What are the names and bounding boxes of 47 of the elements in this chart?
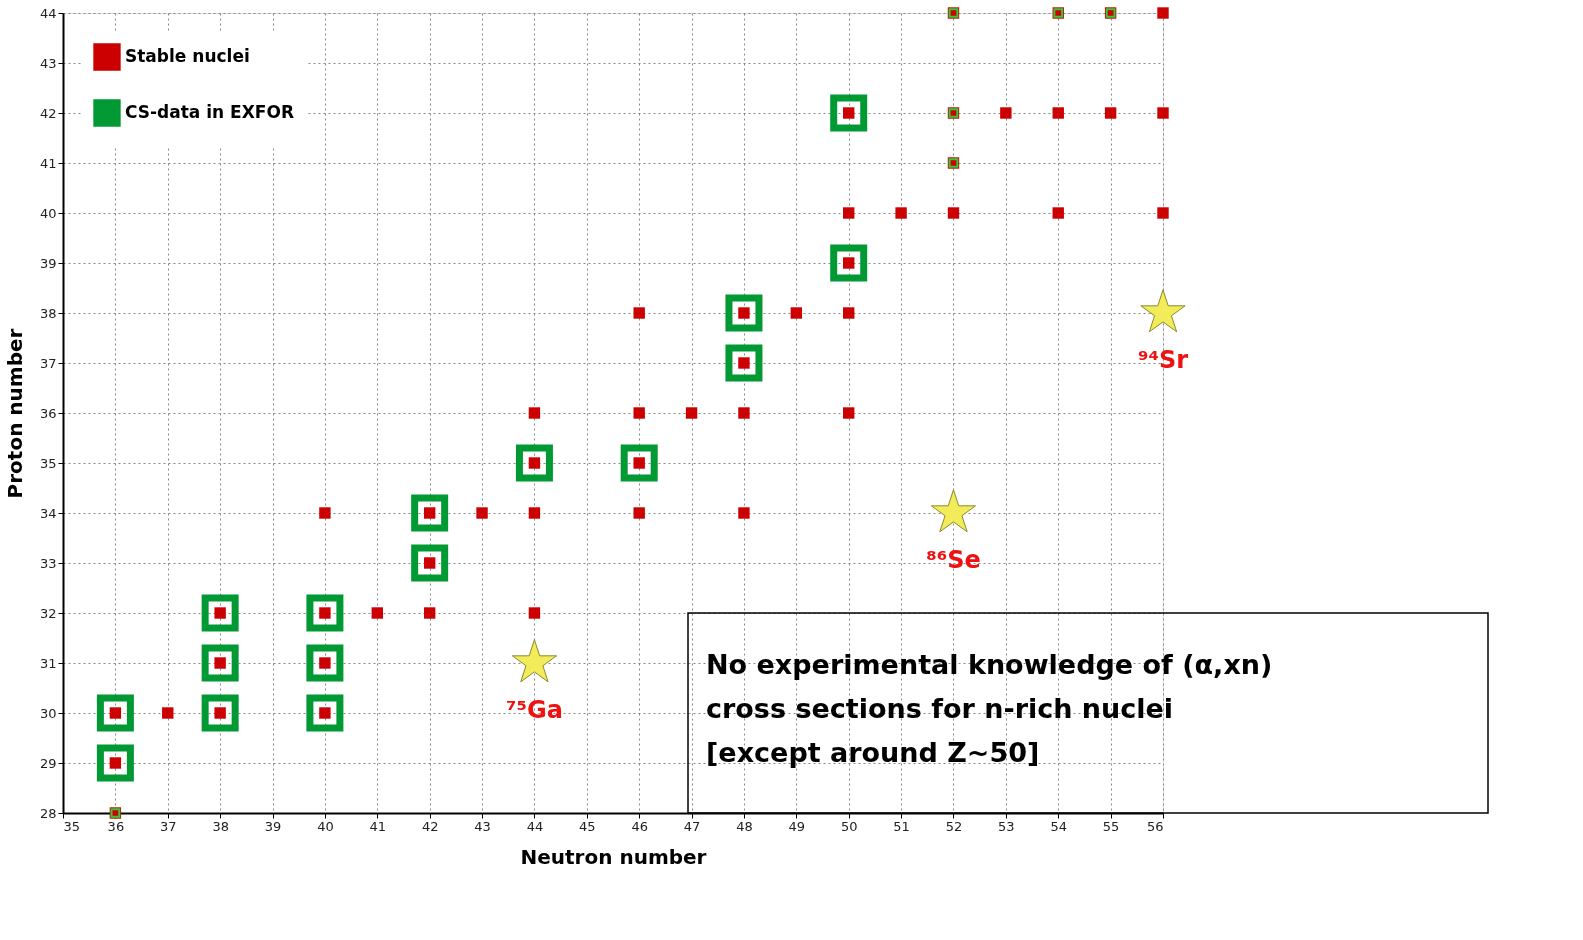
- x-tick-label: 40: [317, 818, 334, 834]
- x-axis-title: Neutron number: [520, 844, 707, 869]
- y-tick-label: 44: [39, 5, 57, 21]
- x-tick-label: 44: [526, 818, 544, 834]
- x-tick-label: 48: [736, 818, 753, 834]
- y-tick-label: 37: [39, 355, 57, 371]
- data-label: ⁹⁴Sr: [1137, 346, 1189, 374]
- y-tick-label: 28: [39, 805, 57, 821]
- y-tick-label: 42: [39, 105, 57, 121]
- y-axis-title: Proton number: [2, 328, 27, 499]
- x-tick-label: 39: [264, 818, 282, 834]
- x-tick-label: 50: [840, 818, 858, 834]
- y-tick-label: 40: [39, 205, 57, 221]
- y-tick-label: 33: [39, 555, 57, 571]
- y-tick-label: 38: [39, 305, 57, 321]
- y-tick-label: 43: [39, 55, 57, 71]
- y-tick-label: 35: [39, 455, 57, 471]
- x-tick-label: 55: [1102, 818, 1120, 834]
- y-tick-label: 34: [39, 505, 57, 521]
- x-tick-label: 51: [893, 818, 910, 834]
- y-tick-label: 36: [39, 405, 57, 421]
- x-tick-label: 38: [212, 818, 229, 834]
- x-tick-label: 47: [683, 818, 701, 834]
- x-tick-label: 46: [631, 818, 648, 834]
- data-label: ⁸⁶Se: [926, 546, 981, 574]
- x-tick-label: 45: [579, 818, 596, 834]
- y-tick-label: 29: [39, 755, 57, 771]
- x-tick-label: 52: [945, 818, 963, 834]
- x-tick-label: 53: [998, 818, 1015, 834]
- x-tick-label: 54: [1050, 818, 1068, 834]
- legend-label: CS-data in EXFOR: [125, 102, 294, 122]
- annotation: No experimental knowledge of (α,xn) cross sections for n-rich nuclei [except around Z~50]: [706, 649, 1273, 768]
- x-tick-label: 49: [788, 818, 806, 834]
- x-tick-label: 41: [369, 818, 387, 834]
- y-tick-label: 39: [39, 255, 57, 271]
- x-tick-label: 37: [159, 818, 177, 834]
- x-tick-label: 43: [474, 818, 491, 834]
- y-tick-label: 31: [39, 655, 57, 671]
- y-tick-label: 32: [39, 605, 57, 621]
- y-tick-label: 41: [39, 155, 57, 171]
- x-tick-label: 56: [1146, 818, 1164, 834]
- x-tick-label: 42: [421, 818, 439, 834]
- y-tick-label: 30: [39, 705, 57, 721]
- x-tick-label: 36: [107, 818, 125, 834]
- legend-label: Stable nuclei: [125, 46, 250, 66]
- x-tick-label: 35: [63, 818, 81, 834]
- data-label: ⁷⁵Ga: [505, 696, 563, 724]
